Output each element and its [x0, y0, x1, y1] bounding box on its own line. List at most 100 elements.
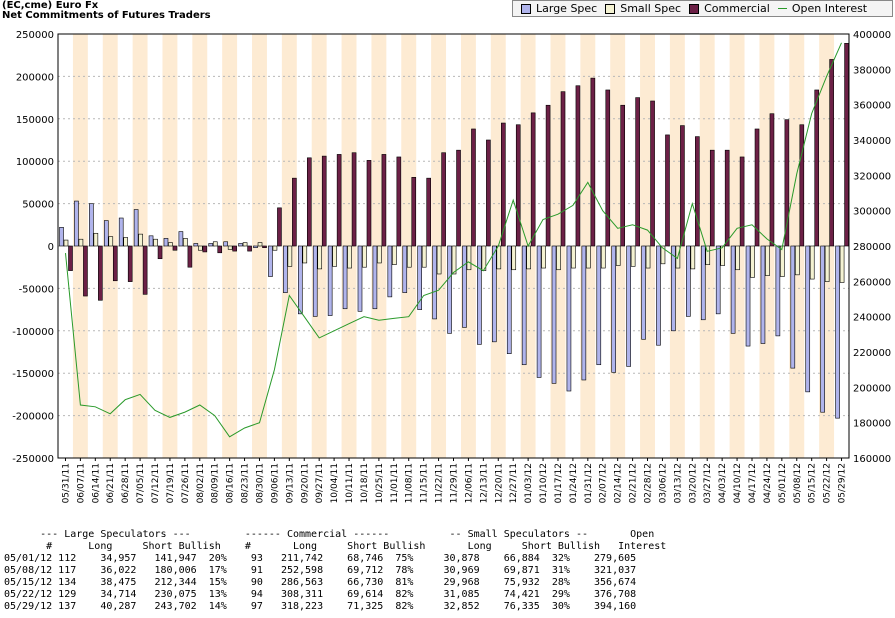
- bar-large-spec: [775, 245, 781, 337]
- x-tick-label: 09/20/11: [300, 463, 310, 503]
- bar-large-spec: [327, 245, 333, 316]
- bar-small-spec: [317, 245, 323, 270]
- bar-large-spec: [566, 245, 572, 392]
- bar-small-spec: [586, 245, 591, 269]
- x-tick-label: 07/12/11: [151, 463, 161, 503]
- cot-chart: 250000 200000 150000 100000 50000 0 -50000 -100…: [12, 30, 891, 503]
- x-tick-label: 06/28/11: [121, 463, 131, 503]
- legend-swatch-commercial: [689, 3, 700, 14]
- bar-large-spec: [581, 245, 587, 381]
- bar-large-spec: [730, 245, 736, 334]
- bar-large-spec: [74, 200, 79, 247]
- x-tick-label: 05/15/12: [808, 463, 818, 503]
- bar-small-spec: [138, 233, 143, 247]
- bar-large-spec: [626, 245, 631, 367]
- bar-large-spec: [253, 245, 258, 248]
- bar-large-spec: [641, 245, 646, 340]
- bar-large-spec: [686, 245, 691, 317]
- bar-commercial: [98, 245, 103, 301]
- x-tick-label: 11/01/11: [390, 463, 400, 503]
- bar-small-spec: [377, 245, 382, 264]
- bar-small-spec: [795, 245, 800, 276]
- left-tick-label: -250000: [12, 454, 54, 465]
- bar-small-spec: [436, 245, 442, 275]
- bar-small-spec: [242, 242, 248, 247]
- x-tick-label: 08/02/11: [196, 463, 206, 503]
- bar-large-spec: [715, 245, 721, 315]
- bar-commercial: [695, 136, 700, 247]
- x-tick-label: 11/22/11: [435, 463, 445, 503]
- bar-commercial: [142, 245, 148, 295]
- bar-large-spec: [297, 245, 303, 315]
- x-tick-label: 02/14/12: [614, 463, 624, 503]
- bar-small-spec: [272, 245, 278, 251]
- chart-title: (EC,cme) Euro Fx: [2, 0, 99, 11]
- table-row-1: 05/01/12 112 34,957 141,947 20% 93 211,7…: [4, 553, 637, 564]
- x-tick-label: 05/01/12: [778, 463, 788, 503]
- bar-commercial: [799, 124, 805, 247]
- x-tick-label: 04/03/12: [718, 463, 728, 503]
- left-tick-label: -100000: [12, 327, 54, 338]
- bar-large-spec: [208, 243, 214, 247]
- right-tick-label: 180000: [853, 419, 891, 430]
- bar-commercial: [620, 104, 626, 247]
- bar-commercial: [411, 177, 417, 247]
- bar-large-spec: [521, 245, 527, 366]
- bar-small-spec: [496, 245, 502, 270]
- left-tick-label: 150000: [16, 115, 54, 126]
- bar-commercial: [486, 139, 491, 247]
- bar-large-spec: [820, 245, 825, 413]
- x-tick-label: 11/08/11: [405, 463, 415, 503]
- x-tick-label: 06/14/11: [91, 463, 101, 503]
- bar-small-spec: [705, 245, 711, 265]
- bar-small-spec: [735, 245, 740, 271]
- table-row-3: 05/15/12 134 38,475 212,344 15% 90 286,5…: [4, 577, 637, 588]
- left-tick-label: -150000: [12, 369, 54, 380]
- right-tick-label: 160000: [853, 454, 891, 465]
- bar-commercial: [127, 245, 133, 282]
- bar-commercial: [381, 154, 387, 247]
- bar-small-spec: [511, 245, 517, 271]
- x-tick-label: 08/23/11: [241, 463, 251, 503]
- bar-large-spec: [357, 245, 363, 312]
- right-tick-label: 240000: [853, 313, 891, 324]
- bar-large-spec: [835, 245, 840, 419]
- x-tick-label: 05/08/12: [793, 463, 803, 503]
- bar-small-spec: [212, 241, 218, 247]
- bar-commercial: [530, 112, 536, 247]
- x-tick-label: 06/21/11: [106, 463, 116, 503]
- bar-commercial: [351, 152, 357, 247]
- bar-small-spec: [93, 232, 99, 247]
- bar-commercial: [814, 89, 820, 247]
- x-tick-label: 01/24/12: [569, 463, 579, 503]
- bar-small-spec: [750, 245, 755, 278]
- x-tick-label: 12/20/11: [494, 463, 504, 503]
- right-tick-label: 380000: [853, 65, 891, 76]
- bar-large-spec: [790, 245, 796, 369]
- bar-small-spec: [765, 245, 770, 276]
- bar-large-spec: [163, 238, 169, 247]
- left-tick-label: -200000: [12, 412, 54, 423]
- bar-small-spec: [287, 245, 293, 267]
- x-tick-label: 04/10/12: [733, 463, 743, 503]
- x-tick-label: 10/18/11: [360, 463, 370, 503]
- legend-swatch-large-spec: [521, 3, 531, 14]
- bar-small-spec: [63, 239, 69, 247]
- bar-commercial: [739, 156, 745, 247]
- right-tick-label: 400000: [853, 30, 891, 41]
- bar-commercial: [680, 125, 685, 247]
- bar-small-spec: [839, 245, 845, 283]
- bar-commercial: [545, 104, 551, 247]
- bar-commercial: [112, 245, 118, 282]
- x-tick-label: 12/13/11: [479, 463, 489, 503]
- bar-commercial: [560, 91, 566, 247]
- bar-commercial: [456, 149, 461, 247]
- x-tick-label: 08/30/11: [255, 463, 265, 503]
- x-tick-label: 10/04/11: [330, 463, 340, 503]
- x-tick-label: 04/17/12: [748, 463, 758, 503]
- bar-commercial: [426, 177, 431, 247]
- bar-commercial: [515, 124, 521, 247]
- bar-small-spec: [615, 245, 621, 266]
- bar-commercial: [441, 152, 446, 247]
- table-row-2: 05/08/12 117 36,022 180,006 17% 91 252,5…: [4, 565, 637, 576]
